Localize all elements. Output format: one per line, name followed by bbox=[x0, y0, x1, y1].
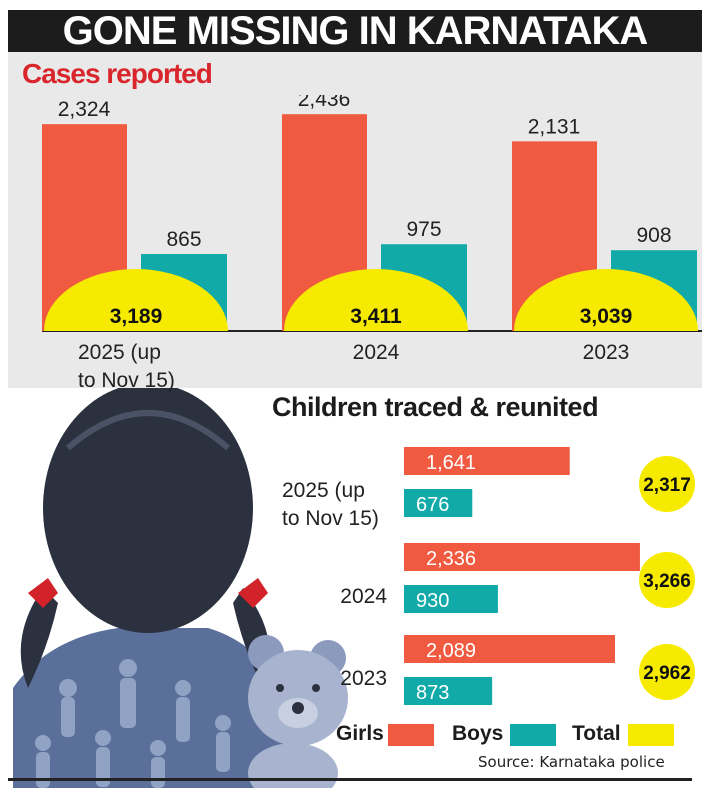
data-label-total: 3,266 bbox=[643, 571, 691, 592]
legend-total-label: Total bbox=[572, 722, 621, 745]
bar-girls bbox=[404, 447, 570, 475]
category-label: to Nov 15) bbox=[78, 369, 175, 392]
data-label-girls: 2,336 bbox=[426, 548, 476, 570]
data-label-total: 2,962 bbox=[643, 663, 691, 684]
cases-reported-title: Cases reported bbox=[22, 58, 213, 89]
data-label-boys: 930 bbox=[416, 590, 449, 612]
category-label: 2023 bbox=[340, 667, 387, 690]
data-label-girls: 2,324 bbox=[58, 98, 111, 121]
data-label-girls: 1,641 bbox=[426, 452, 476, 474]
data-label-boys: 908 bbox=[636, 224, 671, 247]
bar-boys bbox=[404, 489, 473, 517]
total-semicircle bbox=[284, 269, 468, 331]
total-semicircle bbox=[514, 269, 698, 331]
bar-boys bbox=[404, 677, 493, 705]
bar-girls bbox=[404, 543, 640, 571]
data-label-girls: 2,089 bbox=[426, 640, 476, 662]
legend-girls-label: Girls bbox=[336, 722, 384, 745]
bar-girls bbox=[404, 635, 615, 663]
data-label-boys: 975 bbox=[406, 218, 441, 241]
data-label-girls: 2,131 bbox=[528, 115, 581, 138]
data-label-total: 2,317 bbox=[643, 475, 691, 496]
legend-total-swatch bbox=[628, 724, 674, 746]
total-circle bbox=[639, 644, 695, 700]
data-label-total: 3,039 bbox=[580, 305, 633, 328]
category-label: 2025 (up bbox=[78, 341, 161, 364]
children-traced-chart: 1,641 676 2,317 2025 (up to Nov 15) 2,336 930 3… bbox=[282, 447, 695, 705]
category-label: 2024 bbox=[353, 341, 400, 364]
data-label-girls: 2,436 bbox=[298, 95, 351, 111]
data-label-total: 3,189 bbox=[110, 305, 163, 328]
category-label: 2025 (up bbox=[282, 479, 365, 502]
category-label: 2024 bbox=[340, 585, 387, 608]
source-note: Source: Karnataka police bbox=[478, 753, 665, 771]
girl-illustration bbox=[8, 388, 348, 788]
data-label-boys: 865 bbox=[166, 228, 201, 251]
category-label: to Nov 15) bbox=[282, 507, 379, 530]
data-label-boys: 676 bbox=[416, 494, 449, 516]
total-semicircle bbox=[44, 269, 228, 331]
category-label: 2023 bbox=[583, 341, 630, 364]
data-label-total: 3,411 bbox=[350, 305, 402, 328]
children-traced-title: Children traced & reunited bbox=[272, 392, 599, 422]
legend-boys-label: Boys bbox=[452, 722, 504, 745]
legend-girls-swatch bbox=[388, 724, 434, 746]
total-circle bbox=[639, 552, 695, 608]
bar-boys bbox=[404, 585, 498, 613]
legend-boys-swatch bbox=[510, 724, 556, 746]
bottom-rule bbox=[8, 778, 692, 781]
page-title: GONE MISSING IN KARNATAKA bbox=[8, 10, 702, 52]
cases-reported-chart: 2,324 865 3,189 2025 (up to Nov 15) 2,436 975 3… bbox=[42, 95, 702, 392]
total-circle bbox=[639, 456, 695, 512]
data-label-boys: 873 bbox=[416, 682, 449, 704]
